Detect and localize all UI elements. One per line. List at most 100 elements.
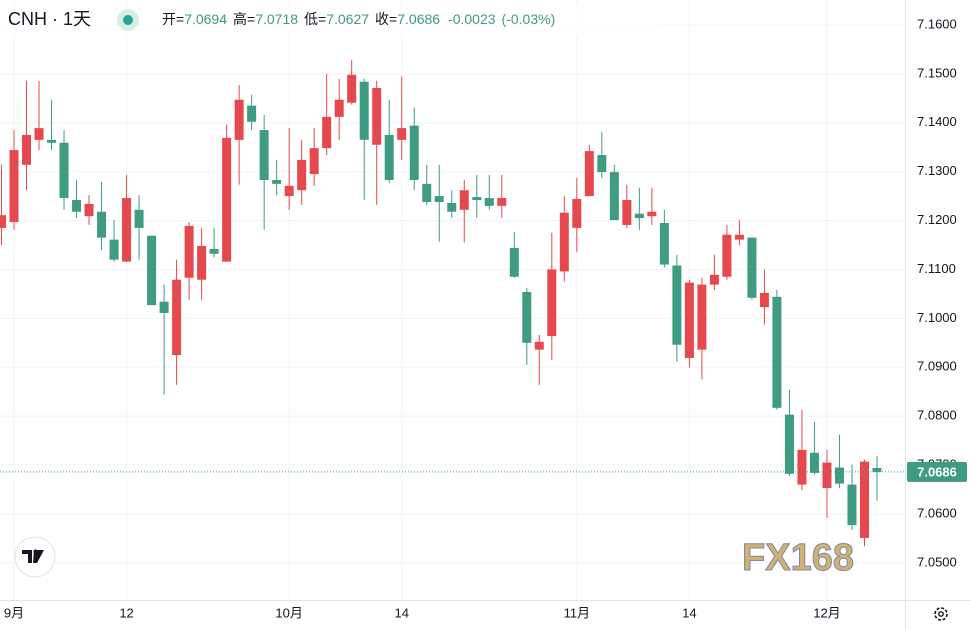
- candle-body: [472, 197, 482, 200]
- legend-item: 高=: [233, 11, 255, 27]
- candle-body: [159, 301, 169, 313]
- gear-outer[interactable]: [934, 607, 948, 621]
- candle-body: [284, 185, 294, 197]
- candle-body: [784, 414, 794, 474]
- legend-item: -0.0023: [448, 11, 496, 27]
- candle-body: [422, 183, 432, 202]
- candle-body: [659, 222, 669, 265]
- last-price-label: 7.0686: [917, 464, 957, 479]
- candle-body: [759, 292, 769, 308]
- candle-body: [622, 200, 632, 225]
- candle-body: [772, 296, 782, 408]
- y-tick-label: 7.1400: [917, 114, 957, 129]
- candle-body: [9, 150, 19, 223]
- candle-body: [222, 137, 232, 262]
- candle-body: [797, 449, 807, 485]
- last-price-tag: [907, 461, 967, 482]
- candle-body: [834, 467, 844, 484]
- overlay: 7.05007.06007.07007.08007.09007.10007.11…: [0, 16, 967, 620]
- candle-body: [84, 203, 94, 217]
- candle-body: [559, 212, 569, 272]
- candle-body: [734, 234, 744, 240]
- settings-button[interactable]: [934, 607, 948, 621]
- candle-body: [109, 239, 119, 260]
- candle-body: [134, 209, 144, 228]
- candle-body: [497, 198, 507, 206]
- candle-body: [872, 467, 882, 472]
- candle-body: [272, 179, 282, 184]
- candle-body: [409, 125, 419, 180]
- candle-body: [647, 211, 657, 217]
- x-tick-label: 12: [119, 605, 133, 620]
- candle-body: [334, 99, 344, 117]
- header-bg: [0, 4, 660, 36]
- candle-body: [672, 265, 682, 345]
- y-tick-label: 7.1500: [917, 65, 957, 80]
- watermark: FX168: [742, 537, 854, 579]
- symbol-title: CNH · 1天: [8, 9, 91, 29]
- candle-body: [484, 198, 494, 206]
- x-tick-label: 14: [682, 605, 696, 620]
- status-dot: [123, 15, 133, 25]
- grid: [0, 0, 905, 600]
- legend-item: 收=: [375, 11, 397, 27]
- candle-body: [22, 134, 32, 165]
- candle-body: [97, 211, 107, 238]
- candle-body: [697, 284, 707, 350]
- candle-body: [359, 81, 369, 140]
- candle-body: [584, 151, 594, 197]
- candle-body: [184, 225, 194, 278]
- candle-body: [147, 235, 157, 306]
- candle-body: [572, 199, 582, 228]
- candle-body: [122, 198, 132, 262]
- y-tick-label: 7.0600: [917, 505, 957, 520]
- x-tick-label: 10月: [275, 605, 302, 620]
- candle-body: [247, 105, 257, 122]
- ohlc-legend: 开=7.0694 高=7.0718 低=7.0627 收=7.0686 -0.0023 (…: [162, 11, 555, 27]
- candle-body: [609, 172, 619, 221]
- candle-body: [859, 461, 869, 538]
- y-tick-label: 7.1100: [917, 261, 956, 276]
- gear-inner[interactable]: [938, 611, 944, 617]
- legend-item: 7.0627: [326, 11, 369, 27]
- candle-body: [397, 128, 407, 140]
- logo-mark[interactable]: [22, 550, 44, 563]
- candle-body: [234, 99, 244, 140]
- legend-item: 7.0718: [255, 11, 298, 27]
- legend-item: 低=: [304, 11, 326, 27]
- candle-body: [747, 237, 757, 298]
- candle-body: [47, 139, 57, 143]
- x-tick-label: 11月: [564, 605, 591, 620]
- y-tick-label: 7.1200: [917, 212, 957, 227]
- x-tick-label: 14: [394, 605, 408, 620]
- y-tick-label: 7.1000: [917, 310, 957, 325]
- logo[interactable]: [14, 536, 56, 578]
- candle-body: [597, 155, 607, 173]
- candle-body: [347, 74, 357, 103]
- candle-body: [634, 213, 644, 219]
- candle-body: [459, 190, 469, 210]
- candle-body: [0, 215, 6, 228]
- logo-dot[interactable]: [33, 549, 38, 554]
- legend-item: (-0.03%): [502, 11, 556, 27]
- candle-body: [534, 341, 544, 350]
- legend-item: 开=: [162, 11, 184, 27]
- candle-body: [259, 130, 269, 180]
- candle-body: [822, 462, 832, 489]
- candle-body: [197, 245, 207, 280]
- candle-body: [384, 134, 394, 180]
- candle-body: [522, 291, 532, 343]
- candle-body: [447, 202, 457, 212]
- candle-body: [59, 142, 69, 199]
- y-tick-label: 7.1600: [917, 16, 957, 31]
- candle-body: [709, 274, 719, 285]
- candle-body: [72, 200, 82, 212]
- candle-body: [434, 196, 444, 202]
- y-tick-label: 7.0500: [917, 554, 957, 569]
- candle-body: [209, 248, 219, 254]
- candle-body: [372, 88, 382, 145]
- x-tick-label: 9月: [4, 605, 24, 620]
